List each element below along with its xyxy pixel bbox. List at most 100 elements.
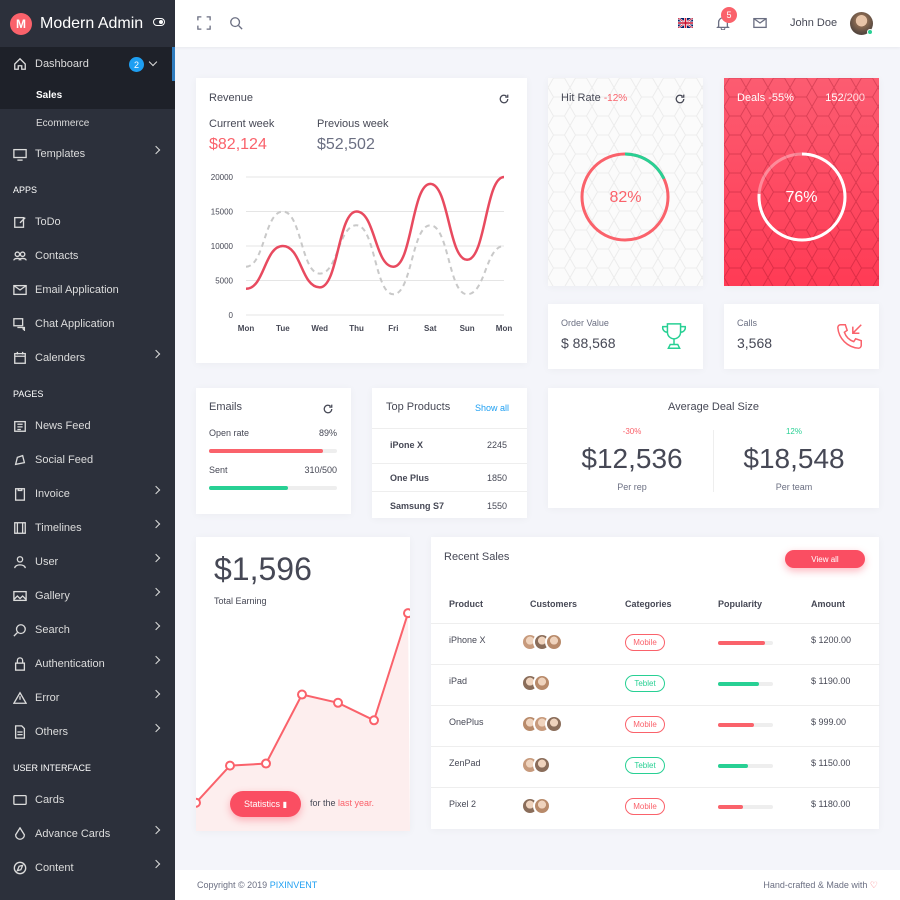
sidebar-subitem-ecommerce[interactable]: Ecommerce xyxy=(36,117,90,129)
refresh-icon[interactable] xyxy=(499,94,509,104)
y-tick-label: 10000 xyxy=(211,242,234,251)
sidebar-item-others[interactable]: Others xyxy=(0,715,175,749)
category-pill: Mobile xyxy=(625,798,665,815)
lock-icon xyxy=(14,657,26,671)
x-tick-label: Tue xyxy=(276,324,290,333)
sidebar-item-gallery[interactable]: Gallery xyxy=(0,579,175,613)
earning-area xyxy=(196,613,410,831)
earning-point[interactable] xyxy=(261,758,271,769)
table-header: Product Customers Categories Popularity … xyxy=(431,592,879,624)
earning-label: Total Earning xyxy=(214,596,267,606)
customer-avatar[interactable] xyxy=(533,797,551,815)
sent-label: Sent xyxy=(209,465,228,475)
customer-avatar[interactable] xyxy=(533,756,551,774)
sidebar-item-timelines[interactable]: Timelines xyxy=(0,511,175,545)
customer-avatar[interactable] xyxy=(545,633,563,651)
y-tick-label: 5000 xyxy=(215,277,233,286)
sidebar-item-label: Templates xyxy=(35,148,86,160)
emails-title: Emails xyxy=(209,401,243,413)
customer-avatar[interactable] xyxy=(533,674,551,692)
user-name[interactable]: John Doe xyxy=(790,17,838,29)
sidebar-item-calenders[interactable]: Calenders xyxy=(0,341,175,375)
calendar-icon xyxy=(14,351,26,364)
sidebar-item-content[interactable]: Content xyxy=(0,851,175,885)
popularity-bar xyxy=(718,723,773,727)
sidebar-item-advance-cards[interactable]: Advance Cards xyxy=(0,817,175,851)
popularity-fill xyxy=(718,723,754,727)
company-link[interactable]: PIXINVENT xyxy=(269,880,318,890)
deals-value: 76% xyxy=(785,189,818,206)
bar-chart-icon: ▮ xyxy=(282,799,287,809)
table-row[interactable]: iPad Teblet $ 1190.00 xyxy=(431,664,880,705)
toggle-icon[interactable] xyxy=(153,18,165,26)
earning-point[interactable] xyxy=(369,715,379,726)
sidebar-item-cards[interactable]: Cards xyxy=(0,783,175,817)
customer-avatar[interactable] xyxy=(545,715,563,733)
sidebar-subitem-sales[interactable]: Sales xyxy=(0,81,175,109)
sidebar-item-chat[interactable]: Chat Application xyxy=(0,307,175,341)
sidebar-item-label: User xyxy=(35,556,59,568)
sidebar-item-email[interactable]: Email Application xyxy=(0,273,175,307)
table-row[interactable]: OnePlus Mobile $ 999.00 xyxy=(431,705,880,746)
footer: Copyright © 2019 PIXINVENT Hand-crafted … xyxy=(175,870,900,900)
sent-bar xyxy=(209,486,337,490)
droplet-icon xyxy=(14,827,26,840)
sidebar-item-todo[interactable]: ToDo xyxy=(0,205,175,239)
refresh-icon[interactable] xyxy=(323,404,333,414)
table-row[interactable]: iPhone X Mobile $ 1200.00 xyxy=(431,623,880,664)
sidebar-item-contacts[interactable]: Contacts xyxy=(0,239,175,273)
category-pill: Teblet xyxy=(625,757,665,774)
flag-uk-icon[interactable] xyxy=(678,18,693,28)
sidebar-item-error[interactable]: Error xyxy=(0,681,175,715)
table-row[interactable]: Pixel 2 Mobile $ 1180.00 xyxy=(431,787,880,828)
sidebar-item-dashboard[interactable]: Dashboard 2 xyxy=(0,47,175,81)
mail-icon[interactable] xyxy=(753,16,767,30)
earning-point[interactable] xyxy=(225,760,235,771)
chevron-right-icon xyxy=(151,553,161,563)
sidebar-item-label: Content xyxy=(35,862,74,874)
compass-icon xyxy=(13,861,27,875)
total-earning-card: $1,596 Total Earning Statistics ▮ for th… xyxy=(196,537,410,831)
statistics-button[interactable]: Statistics ▮ xyxy=(230,791,301,817)
series-line-1 xyxy=(245,210,505,296)
top-products-card: Top Products Show all iPone X 2245 One Pl… xyxy=(372,388,527,518)
section-apps: APPS xyxy=(13,185,38,195)
sidebar-item-social-feed[interactable]: Social Feed xyxy=(0,443,175,477)
sidebar-item-invoice[interactable]: Invoice xyxy=(0,477,175,511)
show-all-link[interactable]: Show all xyxy=(474,403,509,413)
table-row[interactable]: ZenPad Teblet $ 1150.00 xyxy=(431,746,880,787)
earning-point[interactable] xyxy=(297,689,307,700)
sidebar-item-templates[interactable]: Templates xyxy=(0,137,175,171)
hit-rate-title: Hit Rate -12% xyxy=(561,92,627,104)
product-row: One Plus 1850 xyxy=(372,463,527,491)
social-icon xyxy=(14,454,26,466)
sidebar-item-label: Chat Application xyxy=(35,318,115,330)
sent-fill xyxy=(209,486,289,490)
earning-point[interactable] xyxy=(196,797,201,808)
chevron-right-icon xyxy=(151,859,161,869)
earning-point[interactable] xyxy=(403,608,410,619)
sidebar-item-news-feed[interactable]: News Feed xyxy=(0,409,175,443)
earning-point[interactable] xyxy=(333,697,343,708)
revenue-chart: 20000 15000 10000 5000 0 Mon Tue Wed Thu Fri Sat Su… xyxy=(211,173,513,333)
open-rate-bar xyxy=(209,449,337,453)
avg-deal-left-label: Per rep xyxy=(617,482,647,492)
y-tick-label: 0 xyxy=(229,311,234,320)
search-icon[interactable] xyxy=(229,16,243,30)
sidebar-item-label: Email Application xyxy=(35,284,119,296)
refresh-icon[interactable] xyxy=(675,94,685,104)
popularity-bar xyxy=(718,764,773,768)
sidebar-item-search[interactable]: Search xyxy=(0,613,175,647)
brand[interactable]: M Modern Admin xyxy=(0,0,175,47)
section-pages: PAGES xyxy=(13,389,44,399)
product-name: OnePlus xyxy=(449,717,484,727)
sidebar-item-authentication[interactable]: Authentication xyxy=(0,647,175,681)
fullscreen-icon[interactable] xyxy=(197,16,211,30)
home-icon xyxy=(14,57,26,70)
trophy-icon xyxy=(661,323,687,349)
view-all-button[interactable]: View all xyxy=(785,550,865,568)
avg-deal-title: Average Deal Size xyxy=(668,401,759,413)
sidebar-item-label: Cards xyxy=(35,794,65,806)
sidebar-item-label: Timelines xyxy=(35,522,82,534)
sidebar-item-user[interactable]: User xyxy=(0,545,175,579)
